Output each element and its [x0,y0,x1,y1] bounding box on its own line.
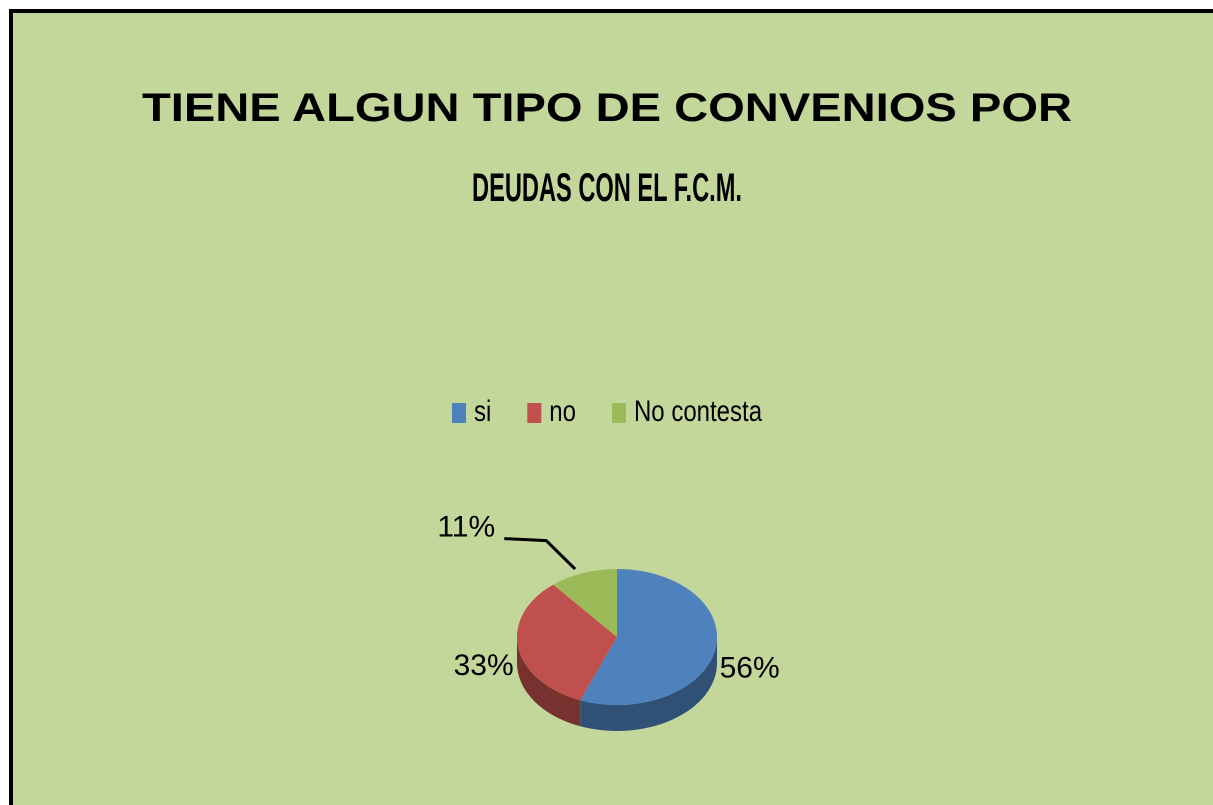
chart-title: TIENE ALGUN TIPO DE CONVENIOS POR DEUDAS … [142,86,1072,210]
pie-slice [580,569,718,705]
legend-swatch [611,403,626,423]
legend-swatch [451,403,466,423]
slice-side [517,637,581,727]
data-label: 33% [454,649,514,682]
data-label: 11% [437,511,495,544]
legend-label: No contesta [634,395,762,428]
pie-slice [553,569,617,637]
pie-slice [517,584,617,701]
slice-side [580,637,717,731]
data-label: 56% [720,652,780,685]
leader-line [504,537,577,571]
legend-label: no [549,395,576,428]
legend-label: si [474,395,491,428]
legend-swatch [527,403,542,423]
